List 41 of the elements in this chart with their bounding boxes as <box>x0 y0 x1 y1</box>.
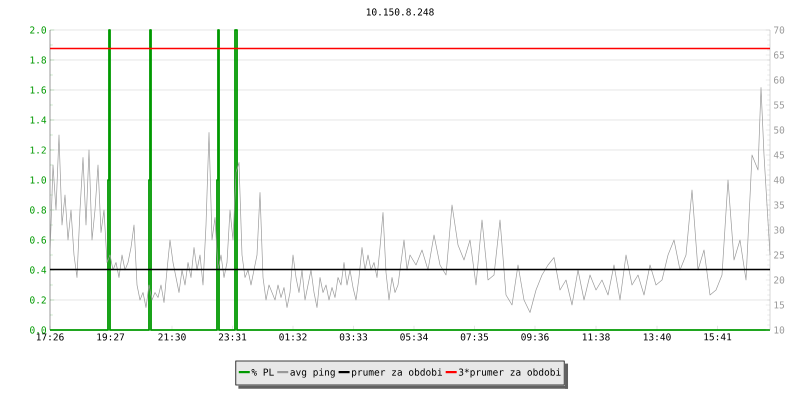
y-tick-label: 1.8 <box>30 56 46 64</box>
x-tick-label: 17:26 <box>36 333 64 341</box>
y-tick-label: 0.0 <box>30 326 46 334</box>
x-tick-label: 23:31 <box>218 333 246 341</box>
y-tick-label: 0.2 <box>30 296 46 304</box>
x-tick-label: 01:32 <box>279 333 306 341</box>
y2-tick-label: 30 <box>774 226 784 234</box>
y2-tick-label: 40 <box>774 176 784 184</box>
x-tick-label: 07:35 <box>460 333 488 341</box>
x-tick-label: 15:41 <box>704 333 732 340</box>
x-tick-label: 03:33 <box>340 333 368 341</box>
chart-title: 10.150.8.248 <box>366 8 434 16</box>
y-tick-label: 0.4 <box>30 266 46 274</box>
y2-tick-label: 20 <box>774 276 784 284</box>
y-tick-label: 2.0 <box>30 26 46 34</box>
y-tick-label: 1.2 <box>30 146 46 154</box>
y-tick-label: 0.8 <box>30 206 46 214</box>
y-tick-label: 1.4 <box>30 116 46 124</box>
y2-tick-label: 10 <box>774 326 784 334</box>
y2-tick-label: 35 <box>774 201 784 209</box>
legend-label: 3*prumer za obdobi <box>458 368 561 378</box>
y2-tick-label: 70 <box>774 26 784 34</box>
x-tick-label: 11:38 <box>582 333 610 341</box>
legend-label: avg ping <box>290 368 335 378</box>
y2-tick-label: 60 <box>774 76 784 84</box>
legend-label: % PL <box>252 368 274 376</box>
y-tick-label: 1.6 <box>30 86 46 94</box>
x-tick-label: 13:40 <box>644 333 671 341</box>
x-tick-label: 05:34 <box>400 333 428 341</box>
x-tick-label: 21:30 <box>158 333 186 341</box>
y2-tick-label: 25 <box>774 251 784 259</box>
y-tick-label: 0.6 <box>30 236 46 244</box>
y2-tick-label: 15 <box>774 301 784 309</box>
y2-tick-label: 45 <box>774 151 784 159</box>
y-tick-label: 1.0 <box>30 176 46 184</box>
x-tick-label: 19:27 <box>97 333 124 341</box>
x-tick-label: 09:36 <box>521 333 549 341</box>
y2-tick-label: 50 <box>774 126 784 134</box>
y2-tick-label: 55 <box>774 101 784 109</box>
y2-tick-label: 65 <box>774 51 784 59</box>
legend-label: prumer za obdobi <box>352 368 442 378</box>
